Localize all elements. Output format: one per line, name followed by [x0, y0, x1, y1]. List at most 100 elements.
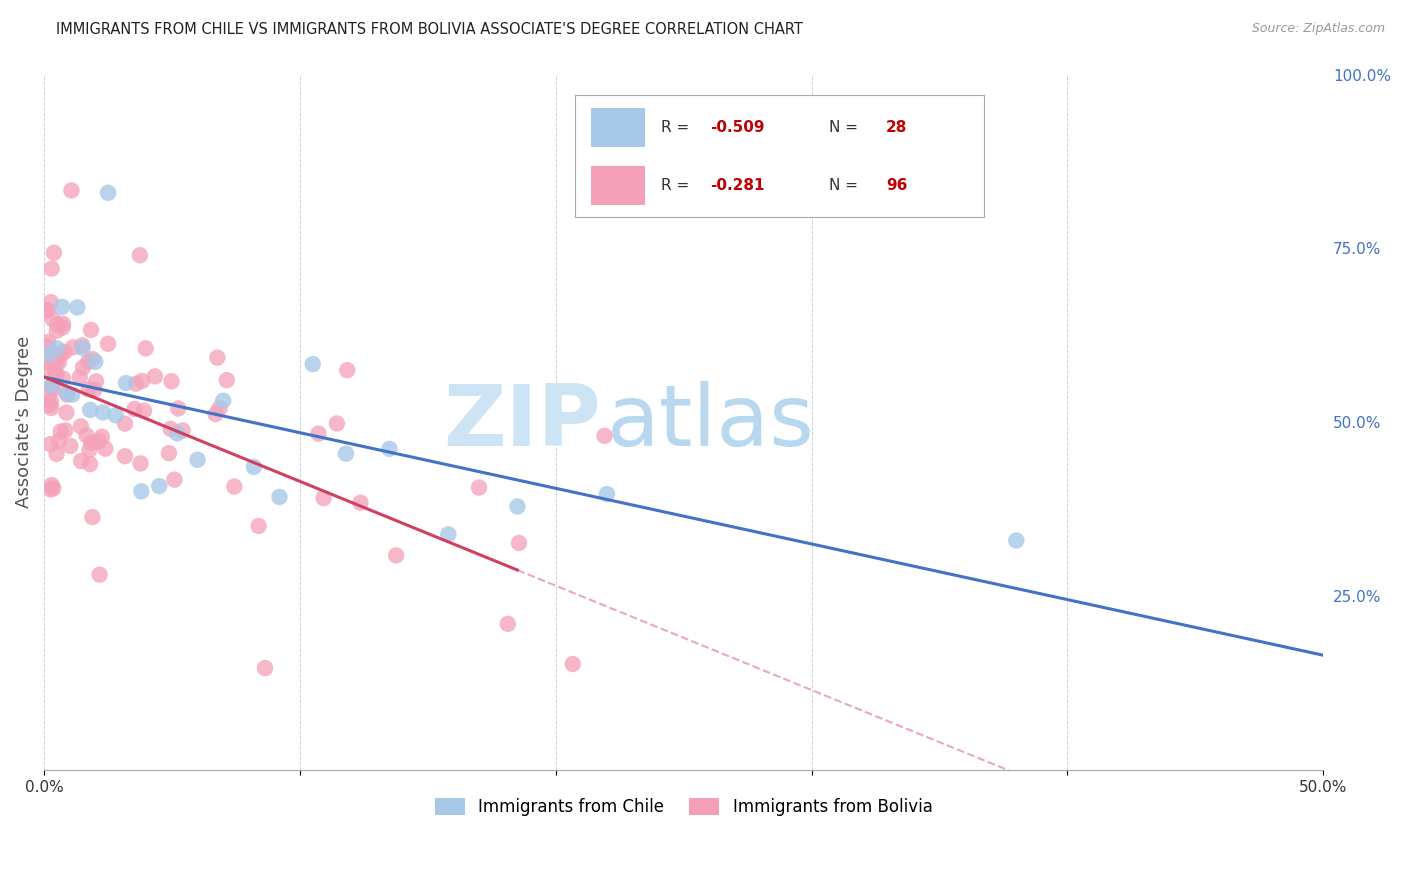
Point: [114, 417, 136, 431]
Text: atlas: atlas: [607, 381, 815, 464]
Point: [60, 387, 83, 401]
Point: [301, 357, 323, 371]
Point: [53, 345, 76, 359]
Point: [82, 352, 104, 367]
Point: [41, 478, 63, 492]
Point: [38, 356, 60, 370]
Point: [52, 320, 75, 334]
Point: [38, 398, 60, 412]
Point: [45, 324, 67, 338]
Point: [49, 348, 72, 362]
Point: [94, 442, 117, 456]
Text: Source: ZipAtlas.com: Source: ZipAtlas.com: [1251, 22, 1385, 36]
Point: [48, 434, 70, 449]
Point: [91, 405, 114, 419]
Point: [104, 409, 127, 423]
Point: [204, 407, 226, 421]
Point: [335, 447, 357, 461]
Point: [84, 355, 107, 369]
Point: [42, 245, 65, 260]
Point: [172, 424, 194, 438]
Point: [41, 380, 63, 394]
Point: [243, 459, 266, 474]
Point: [124, 402, 146, 417]
Legend: Immigrants from Chile, Immigrants from Bolivia: Immigrants from Chile, Immigrants from B…: [426, 789, 941, 824]
Point: [39, 437, 62, 451]
Point: [56, 387, 79, 401]
Point: [269, 490, 291, 504]
Point: [131, 484, 153, 499]
Point: [45, 357, 67, 371]
Point: [163, 473, 186, 487]
Point: [83, 383, 105, 397]
Point: [159, 422, 181, 436]
Point: [37, 303, 59, 318]
Point: [437, 527, 460, 541]
Point: [77, 383, 100, 397]
Point: [79, 457, 101, 471]
Point: [84, 375, 107, 389]
Point: [38, 386, 60, 401]
Point: [326, 417, 349, 431]
Point: [37, 303, 59, 318]
Point: [97, 186, 120, 200]
Point: [596, 487, 619, 501]
Point: [129, 248, 152, 262]
Point: [72, 338, 94, 352]
Point: [56, 386, 79, 401]
Point: [66, 301, 89, 315]
Point: [41, 261, 63, 276]
Point: [385, 549, 408, 563]
Point: [62, 340, 84, 354]
Point: [79, 403, 101, 417]
Point: [87, 434, 110, 449]
Point: [72, 341, 94, 355]
Point: [166, 426, 188, 441]
Point: [80, 323, 103, 337]
Point: [97, 336, 120, 351]
Point: [55, 406, 77, 420]
Point: [336, 363, 359, 377]
Text: ZIP: ZIP: [443, 381, 600, 464]
Point: [79, 442, 101, 457]
Point: [49, 425, 72, 439]
Point: [35, 339, 58, 353]
Point: [254, 661, 277, 675]
Point: [125, 376, 148, 391]
Text: IMMIGRANTS FROM CHILE VS IMMIGRANTS FROM BOLIVIA ASSOCIATE'S DEGREE CORRELATION : IMMIGRANTS FROM CHILE VS IMMIGRANTS FROM…: [56, 22, 803, 37]
Point: [378, 442, 401, 456]
Point: [91, 430, 114, 444]
Point: [35, 362, 58, 376]
Point: [132, 403, 155, 417]
Point: [167, 401, 190, 416]
Point: [496, 616, 519, 631]
Point: [41, 312, 63, 326]
Point: [41, 378, 63, 392]
Point: [51, 300, 73, 314]
Point: [45, 347, 67, 361]
Point: [70, 419, 93, 434]
Point: [37, 334, 59, 349]
Point: [39, 483, 62, 497]
Point: [59, 439, 82, 453]
Point: [80, 435, 103, 450]
Point: [76, 428, 98, 442]
Point: [69, 370, 91, 384]
Point: [157, 446, 180, 460]
Point: [45, 368, 67, 382]
Point: [312, 491, 335, 505]
Point: [45, 447, 67, 461]
Point: [52, 371, 75, 385]
Point: [593, 429, 616, 443]
Point: [115, 376, 138, 390]
Point: [60, 184, 83, 198]
Point: [39, 401, 62, 415]
Point: [53, 423, 76, 437]
Point: [77, 355, 100, 369]
Point: [38, 347, 60, 361]
Point: [72, 360, 94, 375]
Point: [52, 317, 75, 331]
Point: [508, 536, 530, 550]
Point: [39, 394, 62, 409]
Point: [48, 355, 70, 369]
